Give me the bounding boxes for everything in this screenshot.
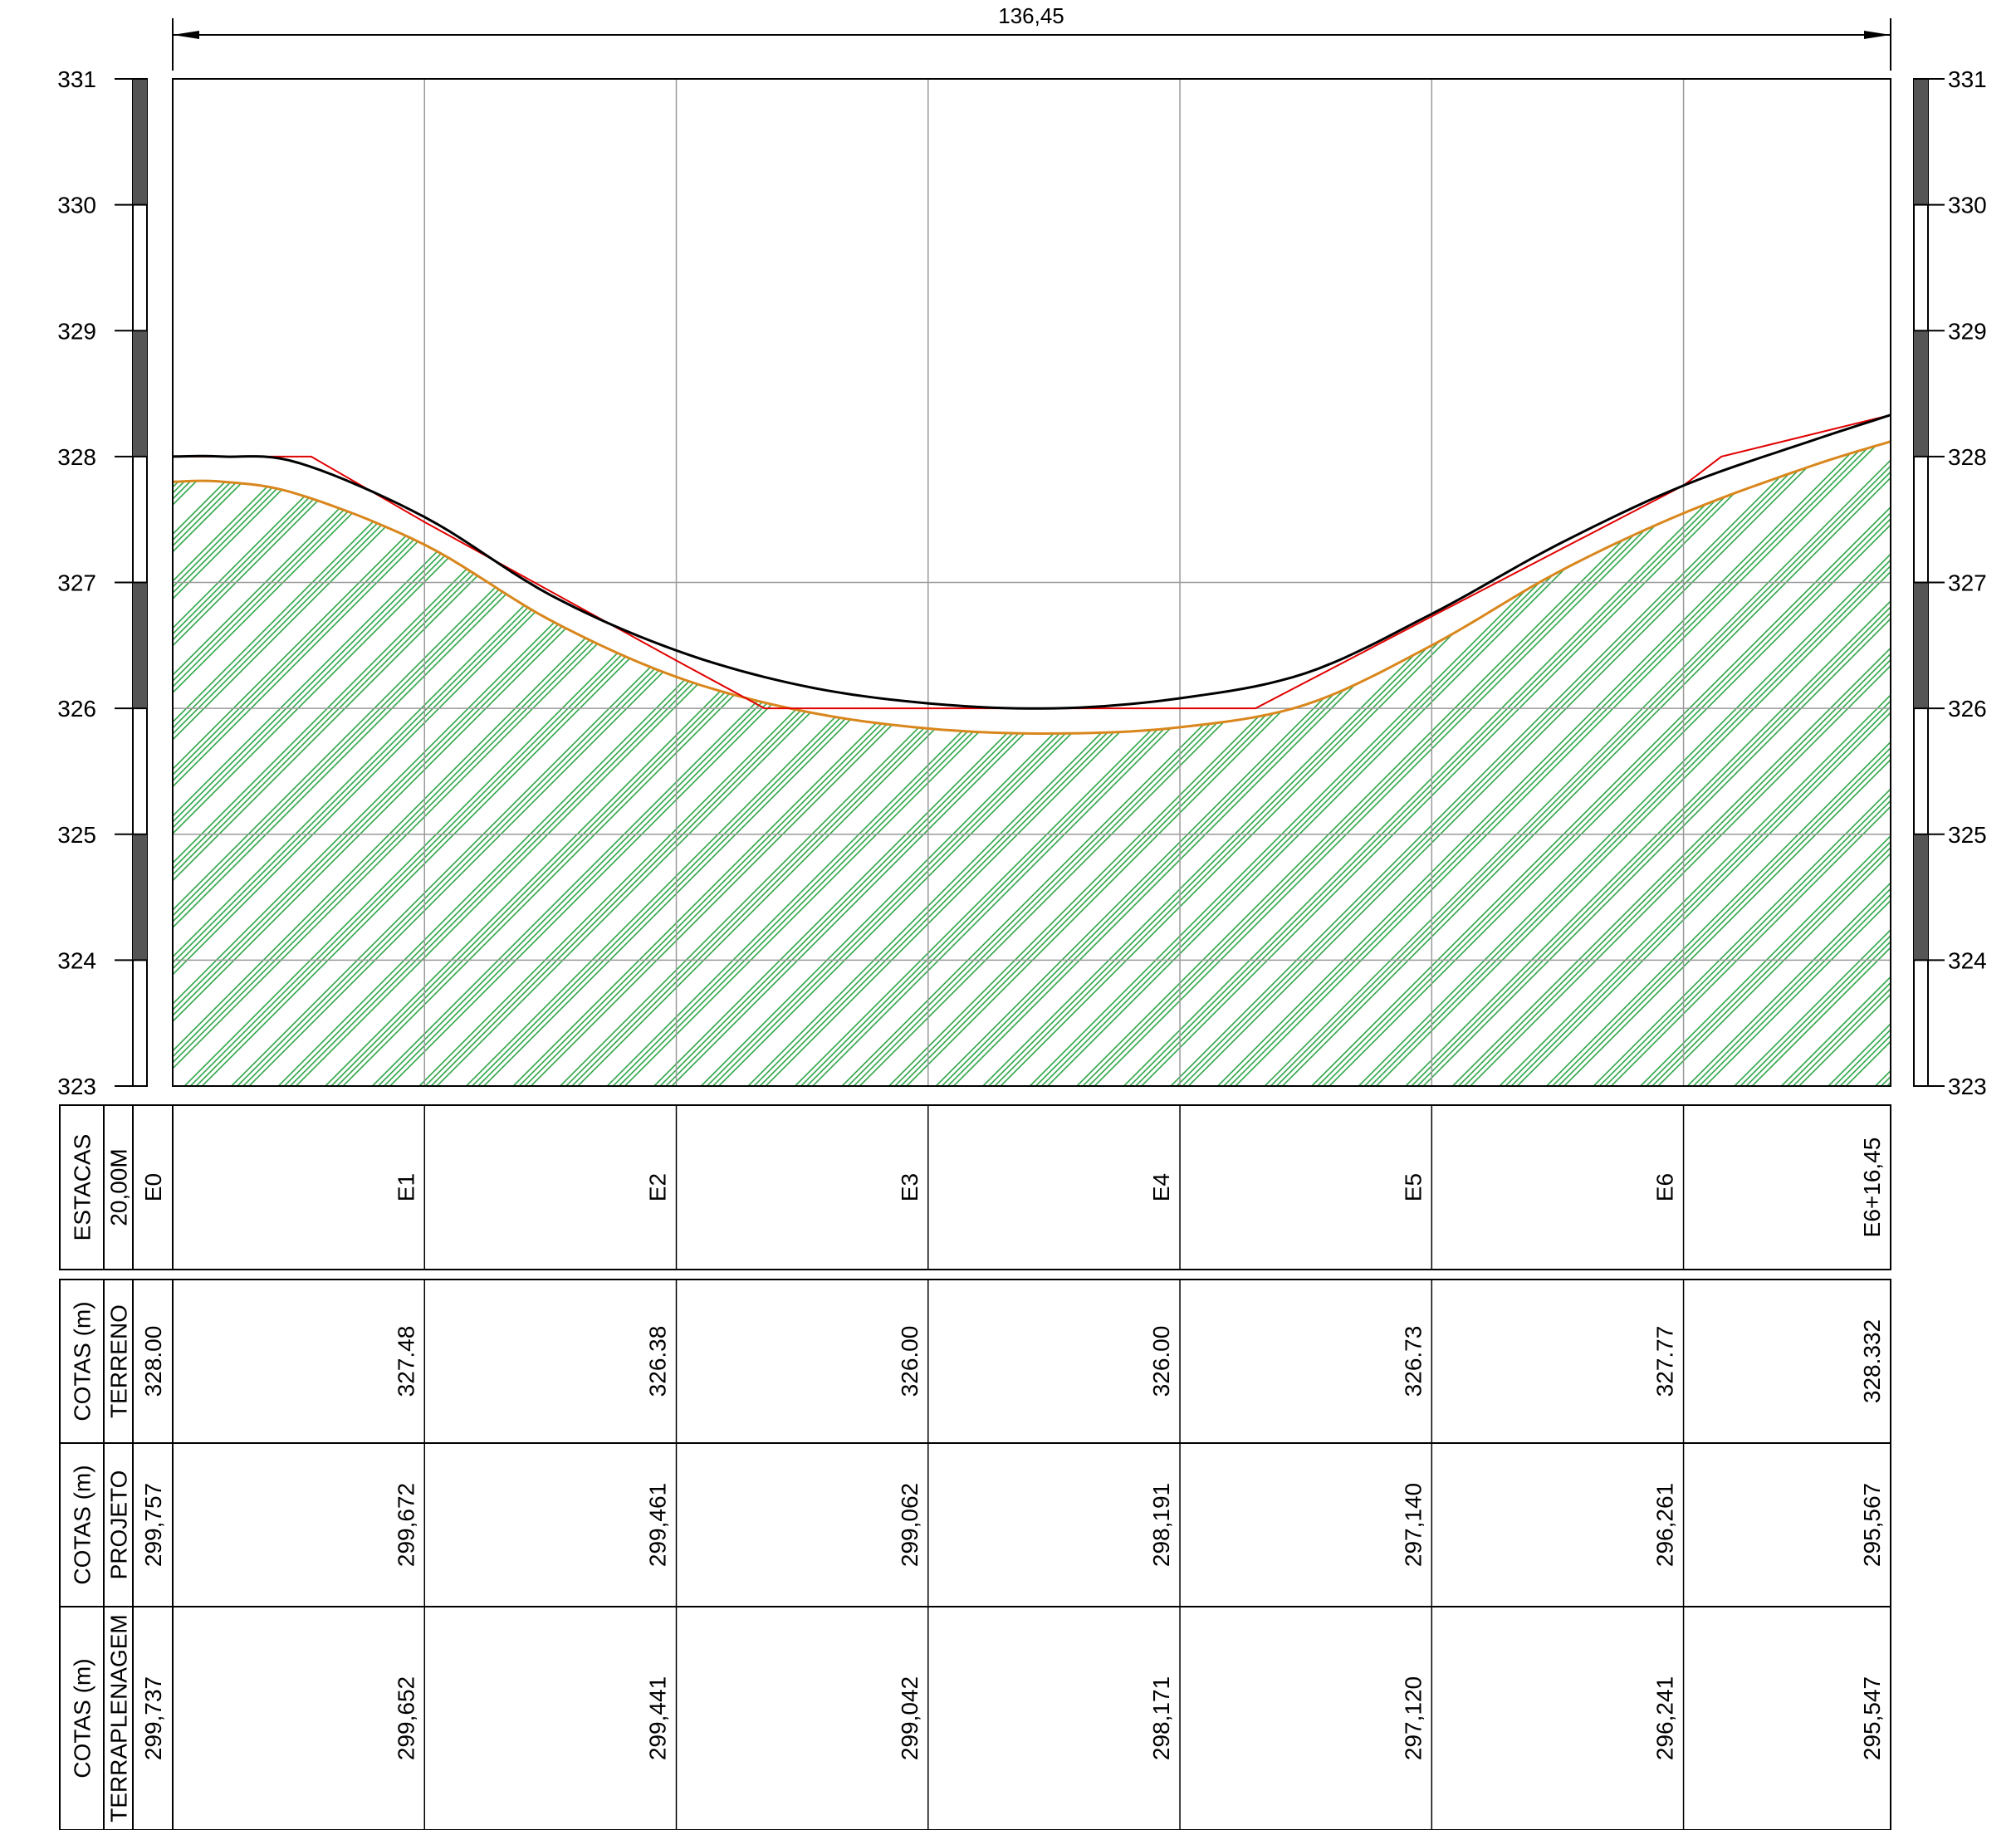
table-cell-value: 326.00	[897, 1326, 922, 1397]
dimension-arrow-left-icon	[173, 31, 199, 39]
elevation-label-left: 326	[57, 696, 96, 722]
table-row-title: COTAS (m)	[70, 1301, 95, 1421]
table-cell-value: 299,652	[393, 1676, 418, 1760]
elevation-scale-segment-right	[1914, 834, 1928, 961]
table-row-subtitle: TERRENO	[106, 1304, 132, 1418]
elevation-label-right: 324	[1948, 947, 1987, 973]
table-cell-value: 295,567	[1859, 1483, 1885, 1567]
profile-data-table: ESTACAS 20,00M E0 E1 E2 E3 E4 E5 E6 E6+16,45 COTAS…	[59, 1104, 1891, 1830]
elevation-label-right: 331	[1948, 66, 1987, 92]
table-row-subtitle: 20,00M	[106, 1148, 132, 1226]
elevation-label-left: 323	[57, 1074, 96, 1099]
elevation-label-right: 326	[1948, 696, 1987, 722]
table-row-title: COTAS (m)	[70, 1658, 95, 1778]
table-cell-value: 299,062	[897, 1483, 922, 1567]
table-cell-value: E6+16,45	[1859, 1138, 1885, 1238]
elevation-label-left: 331	[57, 66, 96, 92]
table-cell-value: E4	[1148, 1173, 1174, 1201]
table-cell-value: 299,042	[897, 1676, 922, 1760]
table-cell-value: 326.38	[645, 1326, 671, 1397]
table-cell-value: 299,737	[140, 1676, 166, 1760]
table-cell-value: 327.48	[393, 1326, 418, 1397]
elevation-label-left: 324	[57, 947, 96, 973]
table-cell-value: 297,120	[1400, 1676, 1426, 1760]
table-row-subtitle: PROJETO	[106, 1470, 132, 1580]
elevation-label-left: 330	[57, 193, 96, 218]
table-cell-value: E2	[645, 1173, 671, 1201]
elevation-scale-segment-left	[133, 79, 147, 205]
table-cell-value: 299,672	[393, 1483, 418, 1567]
table-row-frame	[59, 1442, 1891, 1607]
elevation-scale-segment-left	[133, 582, 147, 709]
table-row-title: COTAS (m)	[70, 1465, 95, 1584]
table-cell-value: 298,191	[1148, 1483, 1174, 1567]
table-cell-value: E6	[1652, 1173, 1678, 1201]
dimension-label: 136,45	[998, 3, 1064, 28]
table-cell-value: E1	[393, 1173, 418, 1201]
elevation-label-right: 330	[1948, 193, 1987, 218]
chart-frame	[172, 78, 1891, 1087]
earthwork-hatch-area	[173, 441, 1891, 1086]
table-cell-value: 296,241	[1652, 1676, 1678, 1760]
table-cell-value: 328.00	[140, 1326, 166, 1397]
table-row-subtitle: TERRAPLENAGEM	[106, 1614, 132, 1823]
table-cell-value: 297,140	[1400, 1483, 1426, 1567]
elevation-label-right: 323	[1948, 1074, 1987, 1099]
elevation-scales: 323 323 324 324 325 325 326 326 327 327 328 328 329 3…	[57, 66, 1986, 1099]
elevation-scale-segment-left	[133, 834, 147, 961]
table-cell-value: 295,547	[1859, 1676, 1885, 1760]
profile-chart	[172, 78, 1891, 1087]
table-cell-value: 327.77	[1652, 1326, 1678, 1397]
elevation-scale-segment-right	[1914, 79, 1928, 205]
table-cell-value: 326.00	[1148, 1326, 1174, 1397]
earthwork-line	[172, 440, 1891, 736]
elevation-scale-segment-left	[133, 330, 147, 457]
elevation-scale-segment-right	[1914, 582, 1928, 709]
table-cell-value: 299,461	[645, 1483, 671, 1567]
elevation-label-right: 327	[1948, 570, 1987, 596]
elevation-label-left: 327	[57, 570, 96, 596]
table-row-frame	[59, 1104, 1891, 1270]
elevation-label-left: 325	[57, 822, 96, 848]
table-cell-value: 298,171	[1148, 1676, 1174, 1760]
terrain-line	[172, 413, 1891, 710]
elevation-label-left: 328	[57, 444, 96, 470]
table-cell-value: E3	[897, 1173, 922, 1201]
table-row-frame	[59, 1606, 1891, 1830]
table-cell-value: E5	[1400, 1173, 1426, 1201]
overall-dimension: 136,45	[172, 3, 1891, 71]
table-cell-value: 299,757	[140, 1483, 166, 1567]
table-cell-value: 299,441	[645, 1676, 671, 1760]
elevation-label-right: 325	[1948, 822, 1987, 848]
elevation-label-right: 328	[1948, 444, 1987, 470]
table-row-frame	[59, 1279, 1891, 1444]
elevation-label-left: 329	[57, 318, 96, 344]
table-cell-value: 296,261	[1652, 1483, 1678, 1567]
elevation-label-right: 329	[1948, 318, 1987, 344]
table-cell-value: 328.332	[1859, 1319, 1885, 1403]
table-cell-value: E0	[140, 1173, 166, 1201]
elevation-scale-segment-right	[1914, 330, 1928, 457]
dimension-arrow-right-icon	[1864, 31, 1891, 39]
table-cell-value: 326.73	[1400, 1326, 1426, 1397]
table-row-title: ESTACAS	[70, 1134, 95, 1241]
